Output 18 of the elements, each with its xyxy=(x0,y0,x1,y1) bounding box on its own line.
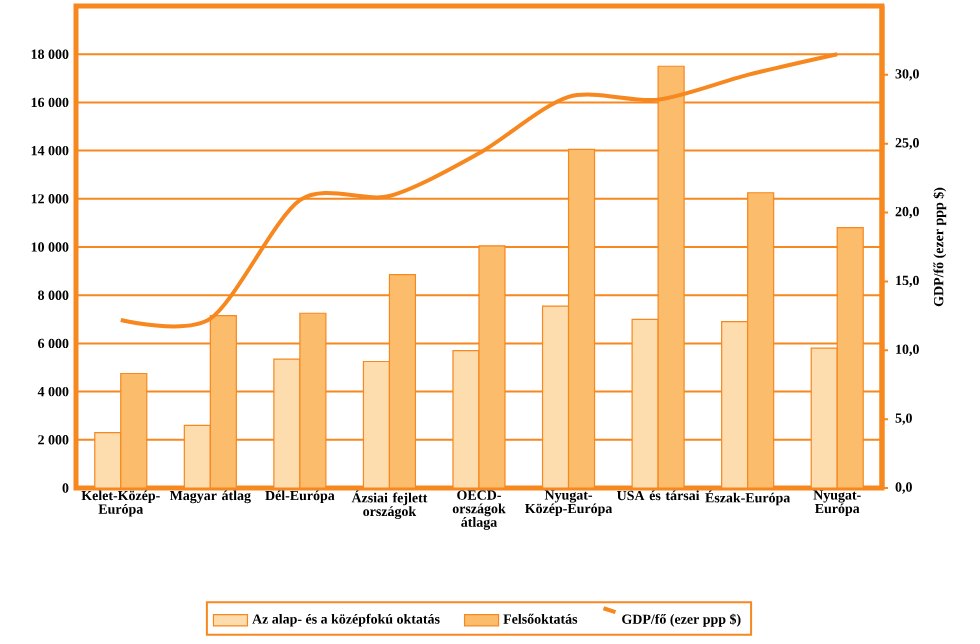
bar xyxy=(567,148,596,488)
bar xyxy=(94,432,121,488)
bar xyxy=(836,227,864,488)
bar xyxy=(631,318,659,488)
bar xyxy=(120,373,147,488)
bar xyxy=(478,245,506,488)
bar xyxy=(299,312,327,488)
bar xyxy=(747,192,775,488)
bar xyxy=(541,305,570,488)
bar xyxy=(362,360,391,488)
bar xyxy=(183,424,211,488)
bar xyxy=(388,274,417,488)
bar xyxy=(657,65,685,488)
bar xyxy=(273,358,301,488)
bar xyxy=(721,321,749,488)
bar xyxy=(810,347,838,488)
bar xyxy=(209,315,237,488)
bar xyxy=(452,350,480,488)
